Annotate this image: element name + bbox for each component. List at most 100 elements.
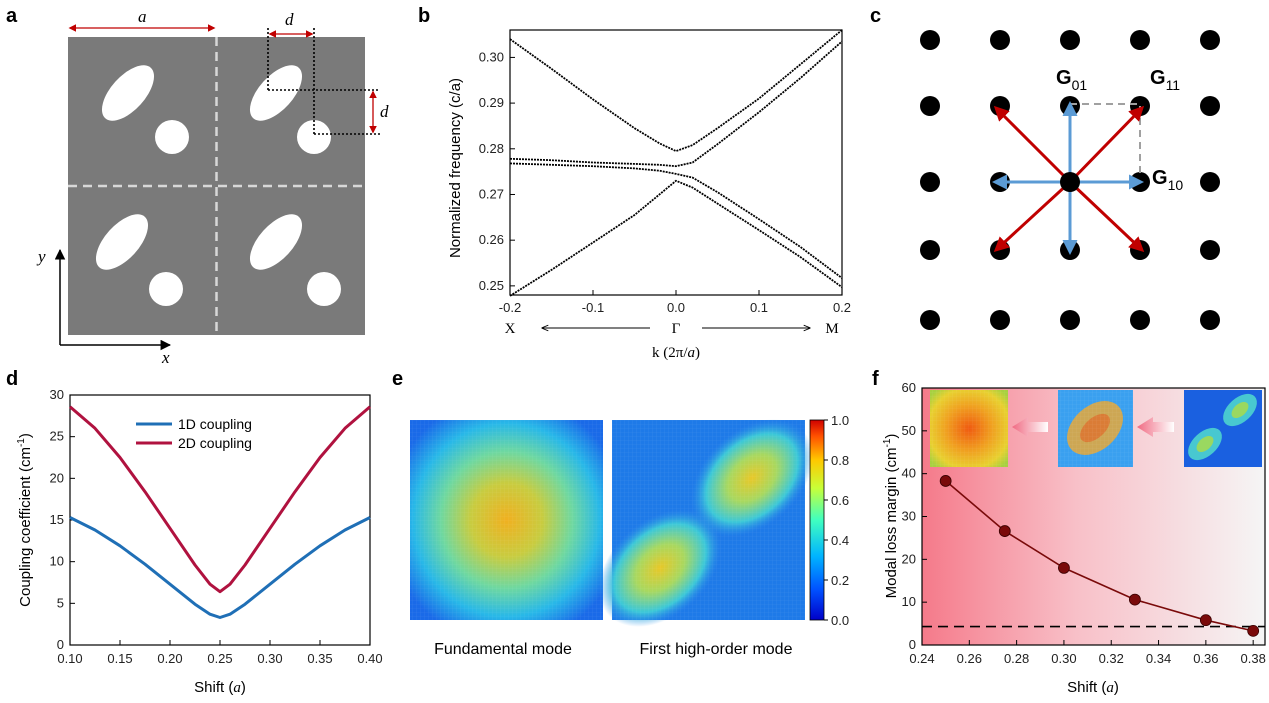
x-tick-label-b: 0.2 <box>833 300 851 315</box>
lattice-dot <box>990 310 1010 330</box>
x-tick-label-f: 0.30 <box>1051 651 1076 666</box>
lattice-dot <box>920 172 940 192</box>
y-axis-title-b: Normalized frequency (c/a) <box>447 78 464 258</box>
panel-c: c G01 G11 G10 <box>870 5 1220 330</box>
y-tick-label-b: 0.26 <box>479 232 504 247</box>
axis-ticks-d: 0.10 0.15 0.20 0.25 0.30 0.35 0.40 0 5 10 15 20 25 30 <box>50 387 383 666</box>
shift-guides <box>267 28 380 135</box>
data-point <box>1058 562 1070 574</box>
data-point <box>1247 624 1260 637</box>
panel-label-b: b <box>418 5 430 27</box>
lattice-dot <box>920 310 940 330</box>
x-tick-label-f: 0.28 <box>1004 651 1029 666</box>
colorbar-tick-label: 0.4 <box>831 533 849 548</box>
lattice-dot <box>1200 240 1220 260</box>
y-tick-label-d: 5 <box>57 595 64 610</box>
y-tick-label-b: 0.25 <box>479 278 504 293</box>
x-tick-label-d: 0.40 <box>357 651 382 666</box>
caption-fundamental: Fundamental mode <box>434 641 572 658</box>
axis-ticks-f: 0.24 0.26 0.28 0.30 0.32 0.34 0.36 0.38 0 10 20 30 4… <box>902 380 1266 666</box>
loss-margin-data <box>922 475 1265 637</box>
x-tick-label-b: -0.2 <box>499 300 521 315</box>
shift-d-label-top: d <box>285 10 294 29</box>
x-tick-label-f: 0.24 <box>909 651 934 666</box>
lattice-dot <box>920 96 940 116</box>
x-tick-label-b: 0.1 <box>750 300 768 315</box>
y-tick-label-d: 20 <box>50 470 64 485</box>
data-point <box>1199 614 1212 627</box>
colorbar-tick-label: 1.0 <box>831 413 849 428</box>
band-3 <box>509 40 843 168</box>
y-axis-title-d: Coupling coefficient (cm-1) <box>16 433 34 607</box>
x-tick-label-d: 0.30 <box>257 651 282 666</box>
shift-d-label-side: d <box>380 102 389 121</box>
panel-f: f 0.24 0.26 0.28 0.30 0.32 0.34 0.36 0.38 0 10 20 3… <box>872 368 1266 696</box>
band-curves <box>509 29 843 297</box>
y-tick-label-b: 0.27 <box>479 186 504 201</box>
panel-label-f: f <box>872 368 879 390</box>
y-tick-label-f: 20 <box>902 551 916 566</box>
label-g10: G10 <box>1152 167 1183 193</box>
lattice-dot <box>990 240 1010 260</box>
x-tick-label-f: 0.38 <box>1241 651 1266 666</box>
caption-high-order: First high-order mode <box>640 641 793 658</box>
high-order-mode-map <box>598 419 814 627</box>
band-4 <box>509 29 843 153</box>
fundamental-mode-map <box>410 420 603 620</box>
x-tick-label-d: 0.10 <box>57 651 82 666</box>
y-tick-label-d: 30 <box>50 387 64 402</box>
series-2d-line <box>69 405 371 594</box>
series-1d-line <box>69 516 371 619</box>
legend-label-2d: 2D coupling <box>178 435 252 451</box>
axis-ticks-b: -0.2 -0.1 0.0 0.1 0.2 0.25 0.26 0.27 0.28 0.29 0.3… <box>479 49 851 315</box>
x-axis-title-f: Shift (a) <box>1067 679 1119 696</box>
lattice-dot <box>1200 96 1220 116</box>
colorbar-tick-label: 0.2 <box>831 573 849 588</box>
x-tick-label-f: 0.36 <box>1193 651 1218 666</box>
panel-label-c: c <box>870 5 881 27</box>
x-tick-label-d: 0.35 <box>307 651 332 666</box>
y-tick-label-f: 30 <box>902 509 916 524</box>
x-tick-label-f: 0.32 <box>1099 651 1124 666</box>
label-g01: G01 <box>1056 67 1087 93</box>
x-point-Gamma: Γ <box>672 321 681 337</box>
panel-b: b -0.2 -0.1 0.0 0.1 0.2 0.25 0.26 0.27 0.28 0.29 0… <box>418 5 851 361</box>
panel-d: d 0.10 0.15 0.20 0.25 0.30 0.35 0.40 0 5 10 15 20 25… <box>6 368 383 696</box>
x-point-X: X <box>505 321 516 337</box>
y-tick-label-d: 10 <box>50 554 64 569</box>
inset-arrow-right <box>1137 417 1174 437</box>
band-1 <box>509 179 843 297</box>
plot-frame-d <box>69 394 371 646</box>
inset-arrow-left <box>1012 417 1048 437</box>
panel-label-e: e <box>392 368 403 390</box>
x-tick-label-f: 0.26 <box>957 651 982 666</box>
lattice-dot <box>1130 30 1150 50</box>
band-2 <box>509 162 843 279</box>
colorbar-ticks: 1.0 0.8 0.6 0.4 0.2 0.0 <box>824 413 849 628</box>
lattice-dot <box>1060 310 1080 330</box>
loss-margin-line <box>945 480 1254 632</box>
label-g11: G11 <box>1150 67 1180 93</box>
x-tick-label-d: 0.20 <box>157 651 182 666</box>
lattice-dot <box>1200 172 1220 192</box>
plot-frame-b <box>509 29 843 296</box>
x-tick-label-b: 0.0 <box>667 300 685 315</box>
y-tick-label-d: 0 <box>57 637 64 652</box>
colorbar <box>809 419 825 621</box>
hole-array <box>95 65 341 306</box>
data-point <box>939 475 952 487</box>
lattice-dot <box>1060 30 1080 50</box>
g11-construction-dashed <box>1070 103 1141 176</box>
colorbar-tick-label: 0.8 <box>831 453 849 468</box>
x-tick-label-d: 0.15 <box>107 651 132 666</box>
coupling-curves <box>69 405 371 619</box>
y-tick-label-f: 10 <box>902 594 916 609</box>
y-tick-label-f: 60 <box>902 380 916 395</box>
lattice-dot <box>920 240 940 260</box>
inset-mode-3 <box>1184 390 1262 467</box>
diagonal-red-arrows <box>993 105 1145 253</box>
y-tick-label-d: 15 <box>50 512 64 527</box>
colorbar-tick-label: 0.6 <box>831 493 849 508</box>
panel-label-a: a <box>6 5 18 27</box>
